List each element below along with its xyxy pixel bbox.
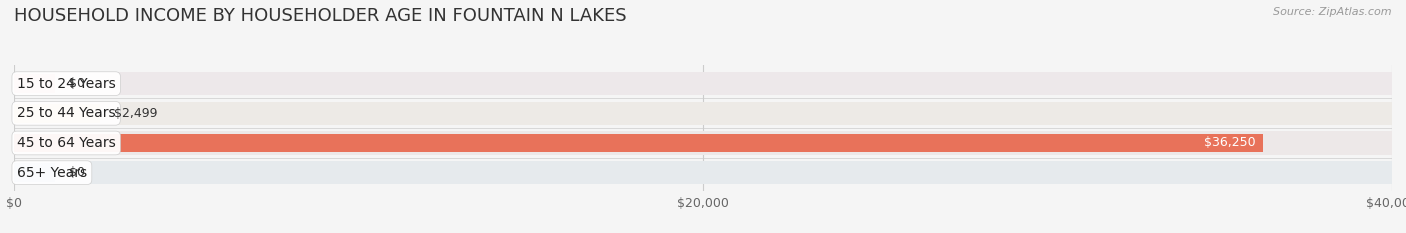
Bar xyxy=(14,102,1392,125)
Text: 45 to 64 Years: 45 to 64 Years xyxy=(17,136,115,150)
Text: $0: $0 xyxy=(69,166,86,179)
Bar xyxy=(14,131,1392,154)
Text: 15 to 24 Years: 15 to 24 Years xyxy=(17,77,115,91)
Bar xyxy=(14,74,55,93)
Text: 65+ Years: 65+ Years xyxy=(17,166,87,180)
Bar xyxy=(14,164,55,182)
Text: HOUSEHOLD INCOME BY HOUSEHOLDER AGE IN FOUNTAIN N LAKES: HOUSEHOLD INCOME BY HOUSEHOLDER AGE IN F… xyxy=(14,7,627,25)
Bar xyxy=(14,104,100,123)
Text: $36,250: $36,250 xyxy=(1205,137,1256,150)
Bar xyxy=(14,134,1263,152)
Text: Source: ZipAtlas.com: Source: ZipAtlas.com xyxy=(1274,7,1392,17)
Text: 25 to 44 Years: 25 to 44 Years xyxy=(17,106,115,120)
Text: $0: $0 xyxy=(69,77,86,90)
Text: $2,499: $2,499 xyxy=(114,107,157,120)
Bar xyxy=(14,161,1392,184)
Bar xyxy=(14,72,1392,95)
